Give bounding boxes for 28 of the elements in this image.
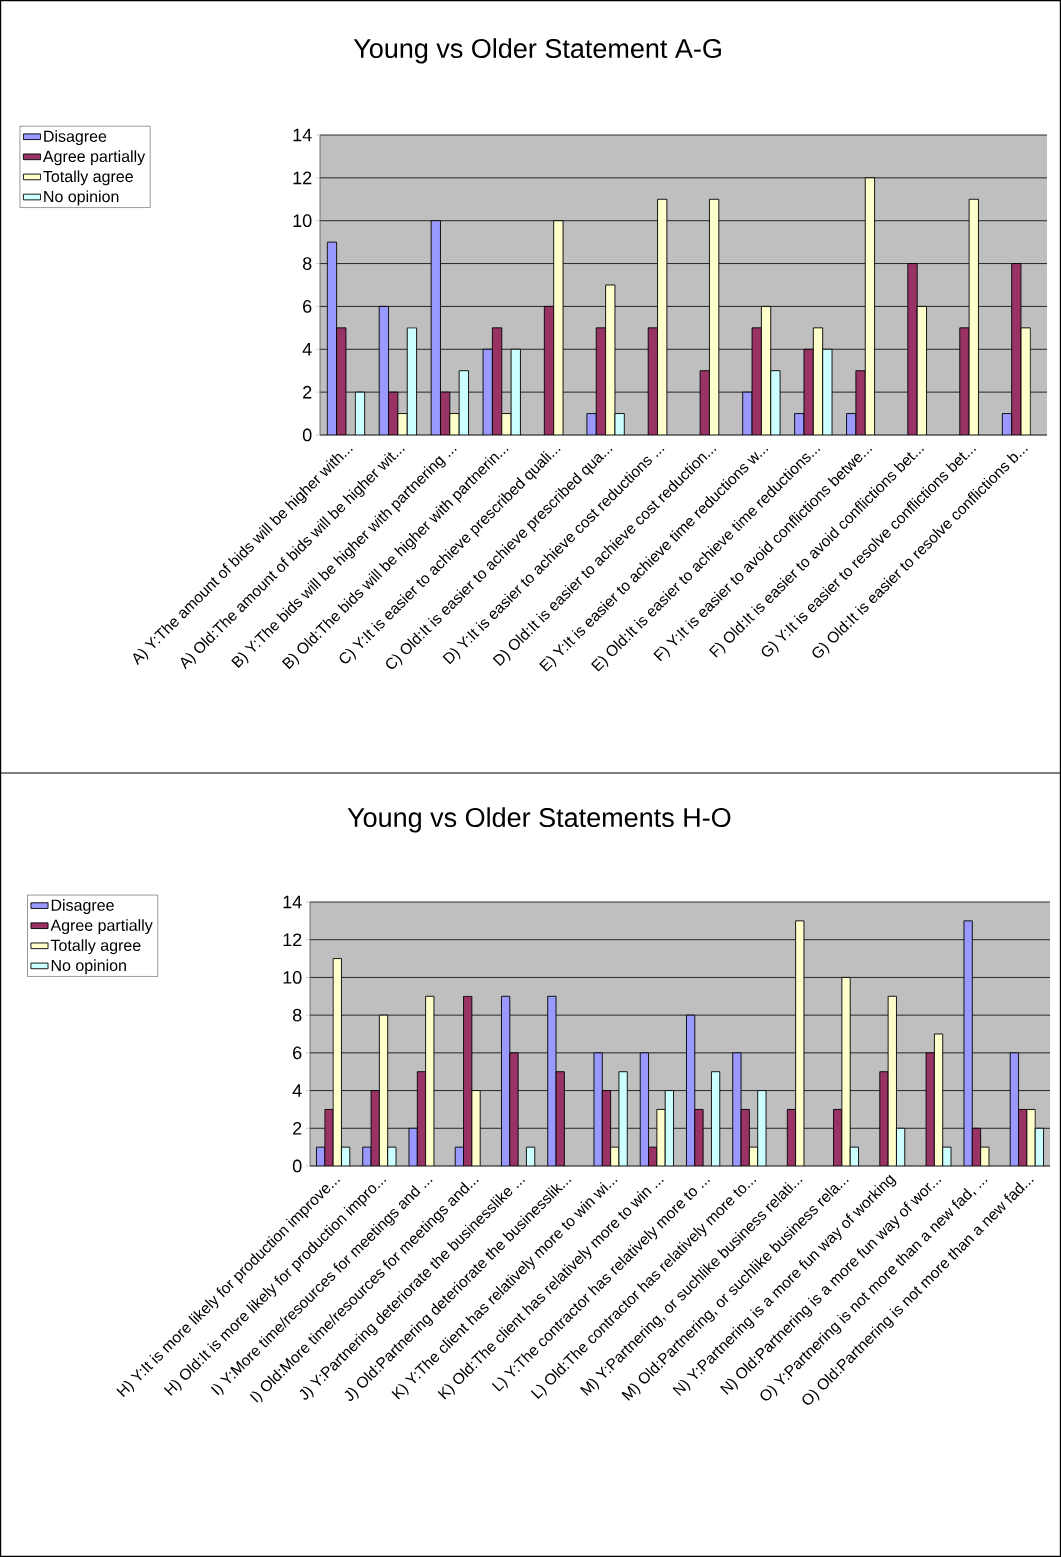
legend-label: Agree partially [42,150,146,166]
y-tick-label: 0 [302,428,312,442]
y-tick-label: 2 [303,385,312,399]
legend-label: Agree partially [50,919,153,935]
y-tick-label: 6 [303,300,312,313]
y-tick-label: 2 [293,1121,302,1135]
legend-label: No opinion [44,190,119,206]
y-tick-label: 14 [293,128,312,142]
legend-label: Totally agree [50,939,141,955]
y-tick-label: 0 [292,1159,302,1173]
y-tick-label: 10 [283,971,302,984]
y-tick-label: 10 [293,214,312,228]
y-tick-label: 12 [293,171,312,185]
y-tick-label: 12 [283,933,302,946]
chart-title: Young vs Older Statements H-O [347,807,731,833]
legend-label: Disagree [51,899,114,914]
bar [907,263,918,435]
y-tick-label: 4 [292,1084,302,1097]
chart-title: Young vs Older Statement A-G [353,38,721,64]
y-tick-label: 14 [283,895,302,909]
y-tick-label: 8 [302,257,312,270]
y-tick-label: 4 [302,343,312,356]
bar [449,413,460,435]
legend-label: No opinion [51,959,126,975]
y-tick-label: 6 [293,1046,302,1060]
legend-label: Disagree [44,130,107,146]
y-tick-label: 8 [292,1008,302,1022]
legend-label: Totally agree [43,170,133,186]
